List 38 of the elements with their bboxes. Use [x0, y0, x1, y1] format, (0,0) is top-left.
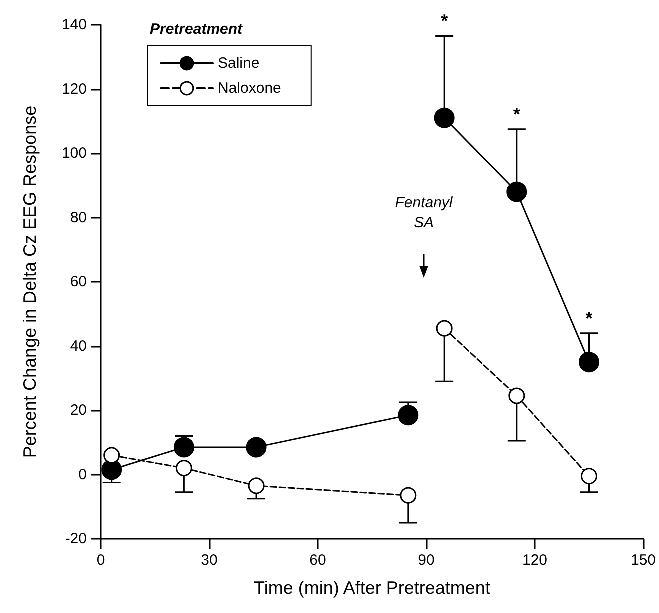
point	[398, 405, 419, 426]
point	[104, 447, 120, 464]
point	[434, 108, 455, 128]
point	[508, 388, 526, 404]
x-axis-title: Time (min) After Pretreatment	[254, 578, 490, 598]
annotation: Fentanyl SA	[395, 194, 454, 232]
point	[248, 478, 265, 494]
y-tick-label: 20	[70, 402, 87, 419]
point	[579, 352, 600, 373]
y-tick-label: 60	[70, 274, 87, 290]
point	[400, 487, 417, 504]
x-tick-label: 0	[96, 552, 106, 569]
y-tick-label: 40	[70, 338, 87, 355]
x-tick-label: 150	[630, 552, 656, 569]
point	[174, 437, 194, 458]
point	[506, 182, 528, 202]
annotation: *	[586, 308, 593, 328]
legend-label: Naloxone	[218, 80, 282, 97]
annotation: *	[513, 104, 520, 124]
legend-label: Saline	[218, 55, 260, 72]
legend-title: Pretreatment	[150, 21, 244, 38]
y-tick-label: 120	[62, 80, 87, 98]
y-tick-label: -20	[65, 530, 87, 548]
x-tick-label: 90	[418, 552, 435, 569]
point	[436, 320, 453, 337]
x-tick-label: 60	[310, 552, 326, 569]
annotation: *	[441, 11, 448, 32]
y-axis-title: Percent Change in Delta Cz EEG Response	[20, 106, 40, 458]
x-tick-label: 120	[522, 552, 548, 569]
x-tick-label: 30	[201, 552, 218, 569]
y-tick-label: 0	[78, 466, 87, 484]
point	[176, 460, 192, 477]
point	[102, 460, 122, 480]
y-tick-label: 100	[62, 145, 87, 162]
y-tick-label: 80	[70, 209, 87, 226]
point	[246, 437, 267, 458]
point	[581, 468, 598, 485]
y-tick-label: 140	[62, 16, 87, 34]
